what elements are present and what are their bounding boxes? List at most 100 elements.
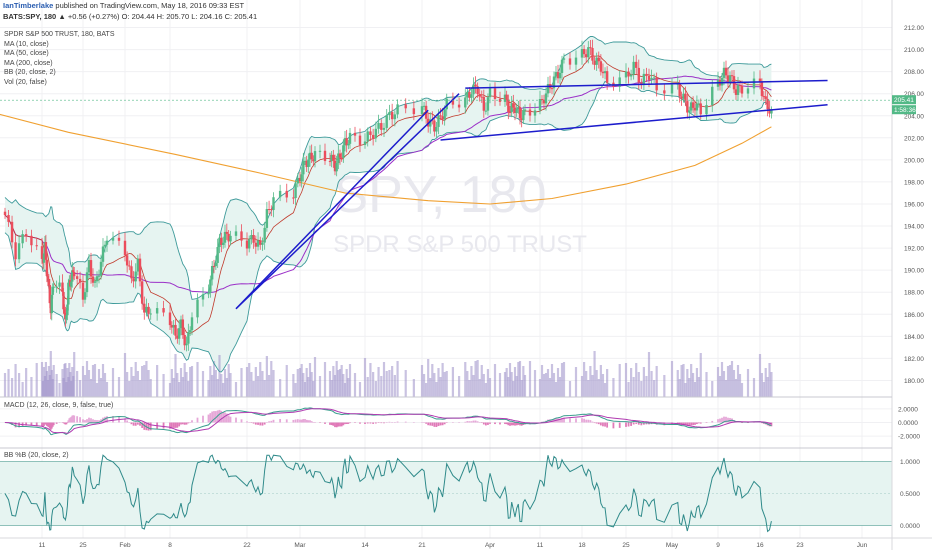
- candle-body: [136, 258, 140, 272]
- candle-body: [478, 93, 481, 97]
- macd-histogram-bar: [42, 422, 44, 427]
- candle-body: [689, 102, 693, 111]
- macd-histogram-bar: [76, 416, 79, 423]
- candle-body: [132, 278, 135, 282]
- volume-bar: [85, 361, 89, 397]
- macd-histogram-bar: [55, 422, 58, 424]
- candle-body: [510, 103, 513, 113]
- macd-histogram-bar: [557, 418, 559, 423]
- volume-bar: [99, 378, 103, 397]
- volume-bar: [78, 380, 82, 397]
- volume-bar: [126, 372, 129, 397]
- macd-histogram-bar: [599, 422, 602, 426]
- candle-body: [412, 108, 416, 115]
- macd-histogram-bar: [136, 422, 139, 425]
- macd-histogram-bar: [581, 418, 583, 423]
- volume-bar: [313, 357, 317, 397]
- candle-body: [176, 335, 179, 339]
- candle-body: [261, 242, 264, 245]
- candle-body: [340, 157, 343, 159]
- macd-histogram-bar: [324, 422, 326, 424]
- volume-bar: [593, 351, 596, 397]
- candle-body: [188, 330, 192, 333]
- macd-histogram-bar: [211, 411, 214, 423]
- candle-body: [30, 235, 33, 246]
- macd-histogram-bar: [330, 422, 333, 426]
- candle-body: [505, 94, 508, 100]
- y-tick-label: 186.00: [904, 312, 924, 319]
- y-tick-label: 190.00: [904, 268, 924, 275]
- macd-histogram-bar: [149, 422, 152, 431]
- volume-bar: [552, 373, 556, 397]
- timer-badge-bg: [892, 105, 916, 115]
- volume-bar: [752, 378, 756, 397]
- macd-histogram-bar: [366, 422, 369, 424]
- candle-body: [429, 119, 432, 127]
- volume-bar: [323, 362, 327, 397]
- author-link[interactable]: IanTimberlake: [3, 1, 54, 10]
- volume-bar: [240, 368, 243, 397]
- macd-histogram-bar: [494, 422, 496, 425]
- volume-bar: [493, 364, 497, 397]
- volume-bar: [768, 363, 771, 397]
- volume-bar: [429, 378, 432, 397]
- volume-bar: [688, 378, 691, 397]
- candle-body: [50, 294, 53, 314]
- volume-bar: [353, 373, 357, 397]
- volume-bar: [515, 376, 518, 397]
- macd-histogram-bar: [63, 422, 66, 424]
- volume-bar: [740, 383, 744, 397]
- macd-histogram-bar: [507, 422, 510, 426]
- candle-body: [503, 94, 507, 102]
- macd-histogram-bar: [143, 422, 146, 430]
- volume-bar: [17, 373, 21, 397]
- candle-body: [724, 67, 728, 76]
- candle-body: [305, 160, 308, 168]
- candle-body: [642, 73, 646, 86]
- volume-bar: [81, 366, 85, 397]
- volume-bar: [627, 382, 630, 397]
- macd-histogram-bar: [427, 422, 430, 426]
- candle-body: [168, 312, 172, 326]
- macd-histogram-bar: [312, 422, 315, 423]
- volume-bar: [35, 363, 38, 397]
- candle-body: [422, 105, 426, 107]
- macd-histogram-bar: [170, 422, 173, 429]
- ma200-line: [0, 113, 772, 205]
- volume-bar: [513, 367, 517, 397]
- candle-body: [67, 282, 70, 305]
- macd-histogram-bar: [354, 422, 356, 423]
- volume-bar: [690, 364, 693, 397]
- candle-body: [292, 197, 295, 199]
- candle-body: [512, 103, 515, 108]
- candle-body: [580, 49, 584, 58]
- macd-histogram-bar: [134, 422, 137, 426]
- volume-bar: [682, 364, 685, 397]
- candle-body: [385, 115, 388, 128]
- candle-body: [680, 96, 683, 99]
- candle-body: [330, 154, 333, 162]
- macd-histogram-bar: [515, 422, 518, 426]
- candle-body: [470, 94, 473, 98]
- volume-bar: [554, 382, 558, 397]
- candle-body: [493, 88, 497, 99]
- volume-bar: [724, 380, 728, 397]
- macd-histogram-bar: [185, 422, 188, 425]
- volume-bar: [520, 380, 523, 397]
- volume-bar: [263, 380, 266, 397]
- x-tick-label: 14: [361, 542, 369, 549]
- volume-bar: [216, 379, 219, 397]
- macd-histogram-bar: [637, 422, 640, 425]
- macd-line: [4, 407, 772, 436]
- candle-body: [71, 270, 74, 282]
- macd-histogram-bar: [305, 419, 308, 423]
- candle-body: [768, 109, 771, 114]
- candle-body: [179, 319, 183, 329]
- publish-info: IanTimberlake published on TradingView.c…: [3, 1, 244, 10]
- volume-bar: [635, 363, 638, 397]
- candle-body: [298, 177, 302, 182]
- candle-body: [83, 292, 87, 300]
- volume-bar: [472, 375, 475, 397]
- macd-histogram-bar: [329, 422, 331, 425]
- macd-histogram-bar: [141, 422, 144, 428]
